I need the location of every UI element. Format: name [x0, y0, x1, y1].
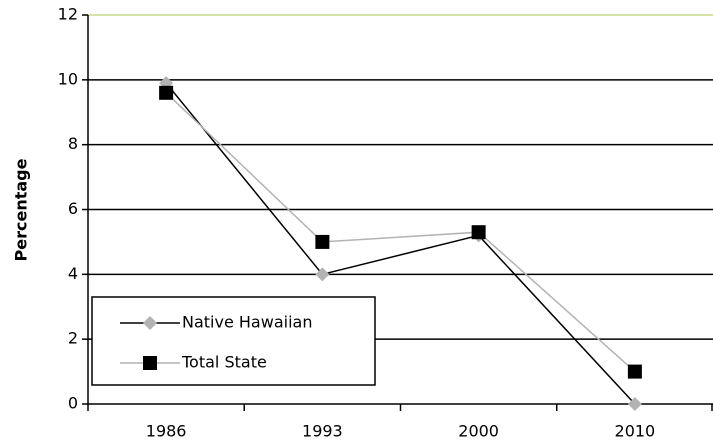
y-tick-label: 8 — [68, 134, 78, 153]
x-tick-label: 1993 — [302, 422, 343, 441]
marker — [315, 267, 330, 282]
y-tick-label: 4 — [68, 264, 78, 283]
x-tick-label: 1986 — [146, 422, 187, 441]
y-axis-label: Percentage — [12, 158, 31, 261]
marker — [159, 85, 174, 100]
marker — [627, 397, 642, 411]
series-line — [165, 92, 636, 373]
y-tick-label: 12 — [58, 5, 78, 24]
legend-label: Total State — [181, 353, 267, 372]
marker — [315, 234, 330, 249]
marker — [627, 364, 642, 379]
legend-label: Native Hawaiian — [182, 313, 312, 332]
y-tick-label: 2 — [68, 329, 78, 348]
legend-box — [91, 296, 376, 386]
marker — [143, 316, 157, 330]
y-tick-label: 10 — [58, 69, 78, 88]
y-tick-label: 6 — [68, 199, 78, 218]
series-line — [165, 82, 636, 405]
x-tick-label: 2000 — [458, 422, 499, 441]
marker — [471, 225, 486, 240]
marker — [143, 356, 157, 370]
y-tick-label: 0 — [68, 394, 78, 413]
x-tick-label: 2010 — [615, 422, 656, 441]
